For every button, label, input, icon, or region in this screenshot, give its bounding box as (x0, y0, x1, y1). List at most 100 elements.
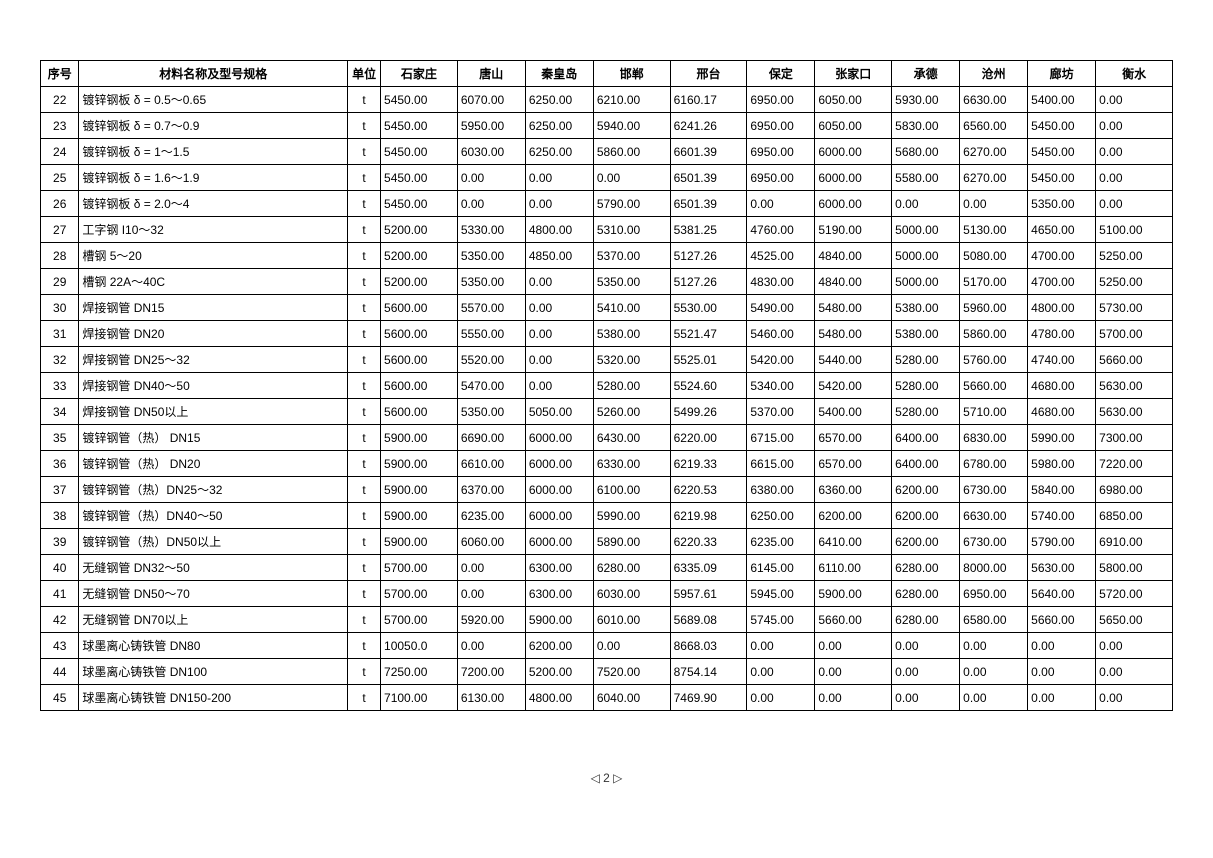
cell-seq: 26 (41, 191, 79, 217)
cell-value: 5370.00 (593, 243, 670, 269)
table-row: 45球墨离心铸铁管 DN150-200t7100.006130.004800.0… (41, 685, 1173, 711)
cell-value: 7200.00 (457, 659, 525, 685)
cell-material-name: 镀锌钢管（热）DN40～50 (79, 503, 348, 529)
cell-value: 0.00 (747, 633, 815, 659)
cell-value: 5900.00 (381, 529, 458, 555)
cell-value: 5630.00 (1028, 555, 1096, 581)
cell-value: 5000.00 (892, 217, 960, 243)
cell-value: 0.00 (1028, 685, 1096, 711)
cell-value: 7250.00 (381, 659, 458, 685)
price-table-container: 序号 材料名称及型号规格 单位 石家庄 唐山 秦皇岛 邯郸 邢台 保定 张家口 … (40, 60, 1173, 711)
cell-value: 8000.00 (960, 555, 1028, 581)
cell-value: 5250.00 (1096, 269, 1173, 295)
cell-value: 5310.00 (593, 217, 670, 243)
cell-value: 6380.00 (747, 477, 815, 503)
cell-value: 6370.00 (457, 477, 525, 503)
cell-seq: 31 (41, 321, 79, 347)
cell-value: 6280.00 (892, 581, 960, 607)
table-body: 22镀锌钢板 δ = 0.5～0.65t5450.006070.006250.0… (41, 87, 1173, 711)
cell-value: 6200.00 (892, 529, 960, 555)
cell-seq: 37 (41, 477, 79, 503)
cell-material-name: 焊接钢管 DN25～32 (79, 347, 348, 373)
cell-unit: t (348, 659, 381, 685)
cell-value: 4680.00 (1028, 373, 1096, 399)
cell-material-name: 镀锌钢板 δ = 1.6～1.9 (79, 165, 348, 191)
table-row: 33焊接钢管 DN40～50t5600.005470.000.005280.00… (41, 373, 1173, 399)
cell-seq: 24 (41, 139, 79, 165)
cell-seq: 29 (41, 269, 79, 295)
cell-value: 5900.00 (381, 477, 458, 503)
page-footer: ◁ 2 ▷ (40, 771, 1173, 785)
cell-value: 6000.00 (525, 503, 593, 529)
header-baoding: 保定 (747, 61, 815, 87)
cell-seq: 22 (41, 87, 79, 113)
cell-value: 6610.00 (457, 451, 525, 477)
cell-unit: t (348, 139, 381, 165)
cell-unit: t (348, 529, 381, 555)
cell-value: 5930.00 (892, 87, 960, 113)
cell-value: 4700.00 (1028, 243, 1096, 269)
cell-value: 6030.00 (593, 581, 670, 607)
cell-value: 5730.00 (1096, 295, 1173, 321)
cell-value: 5130.00 (960, 217, 1028, 243)
cell-value: 6630.00 (960, 87, 1028, 113)
cell-value: 6430.00 (593, 425, 670, 451)
cell-seq: 28 (41, 243, 79, 269)
cell-value: 5630.00 (1096, 399, 1173, 425)
cell-value: 5900.00 (381, 451, 458, 477)
cell-value: 6200.00 (892, 503, 960, 529)
cell-value: 0.00 (892, 191, 960, 217)
cell-value: 4830.00 (747, 269, 815, 295)
cell-value: 6730.00 (960, 529, 1028, 555)
cell-value: 5420.00 (815, 373, 892, 399)
cell-unit: t (348, 451, 381, 477)
cell-value: 5700.00 (1096, 321, 1173, 347)
cell-value: 6200.00 (892, 477, 960, 503)
cell-unit: t (348, 321, 381, 347)
cell-value: 5380.00 (892, 321, 960, 347)
header-hengshui: 衡水 (1096, 61, 1173, 87)
cell-value: 5660.00 (1028, 607, 1096, 633)
cell-value: 5830.00 (892, 113, 960, 139)
cell-value: 6580.00 (960, 607, 1028, 633)
cell-material-name: 镀锌钢管（热） DN20 (79, 451, 348, 477)
cell-value: 5920.00 (457, 607, 525, 633)
cell-value: 5100.00 (1096, 217, 1173, 243)
cell-value: 0.00 (457, 165, 525, 191)
cell-value: 5700.00 (381, 555, 458, 581)
cell-value: 6040.00 (593, 685, 670, 711)
cell-seq: 27 (41, 217, 79, 243)
cell-value: 6615.00 (747, 451, 815, 477)
cell-unit: t (348, 399, 381, 425)
cell-value: 0.00 (1096, 659, 1173, 685)
cell-value: 6335.09 (670, 555, 747, 581)
cell-value: 5380.00 (892, 295, 960, 321)
cell-value: 5945.00 (747, 581, 815, 607)
cell-value: 5600.00 (381, 295, 458, 321)
cell-seq: 30 (41, 295, 79, 321)
cell-value: 6000.00 (815, 165, 892, 191)
cell-value: 6200.00 (525, 633, 593, 659)
cell-value: 5460.00 (747, 321, 815, 347)
cell-value: 6300.00 (525, 581, 593, 607)
cell-value: 6130.00 (457, 685, 525, 711)
cell-value: 0.00 (960, 633, 1028, 659)
cell-value: 6030.00 (457, 139, 525, 165)
cell-value: 5200.00 (381, 243, 458, 269)
cell-unit: t (348, 477, 381, 503)
cell-seq: 44 (41, 659, 79, 685)
cell-value: 0.00 (457, 191, 525, 217)
cell-value: 4780.00 (1028, 321, 1096, 347)
cell-value: 6300.00 (525, 555, 593, 581)
cell-value: 6950.00 (960, 581, 1028, 607)
table-row: 39镀锌钢管（热）DN50以上t5900.006060.006000.00589… (41, 529, 1173, 555)
cell-unit: t (348, 581, 381, 607)
cell-value: 6715.00 (747, 425, 815, 451)
cell-value: 5490.00 (747, 295, 815, 321)
cell-value: 0.00 (747, 191, 815, 217)
cell-seq: 38 (41, 503, 79, 529)
cell-value: 6241.26 (670, 113, 747, 139)
cell-value: 6270.00 (960, 139, 1028, 165)
cell-value: 5499.26 (670, 399, 747, 425)
cell-value: 0.00 (747, 659, 815, 685)
